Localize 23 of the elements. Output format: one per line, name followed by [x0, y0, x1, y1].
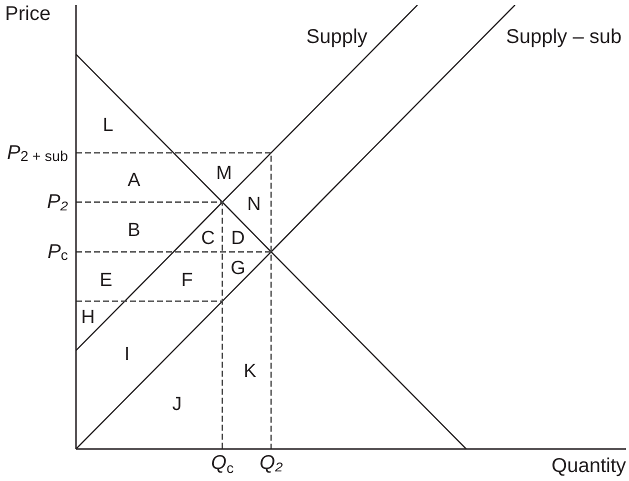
annotation: I: [124, 344, 130, 364]
annotation: F: [181, 270, 193, 290]
annotation: K: [244, 360, 257, 382]
series-label: Supply: [306, 26, 368, 48]
x-axis-title: Quantity: [552, 455, 626, 477]
x-tick-label: Q$_{c}$: [210, 452, 234, 478]
annotation: L: [102, 114, 114, 136]
annotation: A: [128, 170, 141, 190]
annotation: M: [216, 162, 232, 184]
annotation: N: [247, 194, 261, 214]
annotation: J: [172, 394, 182, 414]
annotation: G: [230, 258, 246, 278]
series-label: Supply – sub: [506, 26, 622, 48]
annotation: H: [81, 306, 95, 328]
annotation: B: [128, 220, 140, 240]
annotation: D: [231, 228, 245, 248]
x-tick-label: Q₂: [260, 452, 284, 474]
y-axis-title: Price: [5, 3, 51, 25]
annotation: C: [201, 228, 215, 248]
annotation: E: [100, 270, 112, 290]
series-label: P$_{2 + sub}$: [7, 142, 68, 166]
series-label: P₂: [47, 191, 68, 214]
series-label: P$_{c}$: [47, 240, 68, 264]
